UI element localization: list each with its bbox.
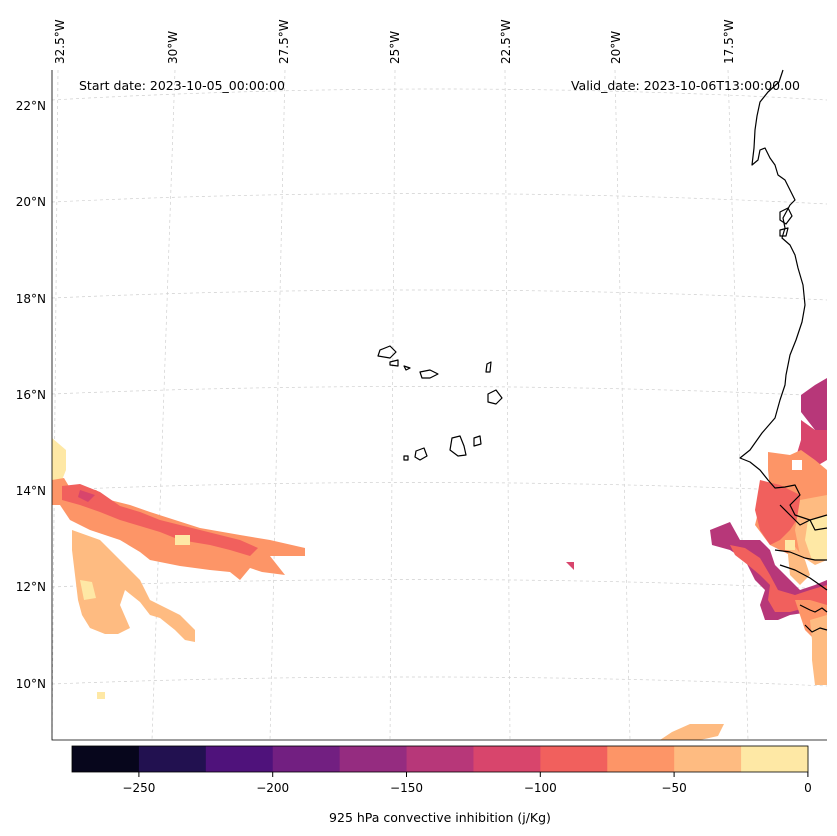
cin-region-light <box>785 540 795 550</box>
colorbar-segment <box>473 746 541 772</box>
lat-label: 12°N <box>16 580 46 594</box>
colorbar-segment <box>205 746 274 772</box>
colorbar-segment <box>272 746 341 772</box>
island-coast <box>389 359 399 367</box>
colorbar-segment <box>339 746 408 772</box>
colorbar-ticks: −250 −200 −150 −100 −50 0 <box>122 772 812 795</box>
start-date-annotation: Start date: 2023-10-05_00:00:00 <box>79 78 285 93</box>
coastline-inland <box>779 564 828 591</box>
island-coast <box>403 365 411 371</box>
colorbar-segment <box>540 746 608 772</box>
island-coast <box>414 447 428 461</box>
lon-gridline <box>504 69 511 741</box>
lon-label: 17.5°W <box>722 19 736 64</box>
colorbar-frame <box>71 745 809 773</box>
coastline-inland <box>804 624 828 633</box>
lon-label: 20°W <box>609 31 623 64</box>
cin-region-light <box>805 515 827 560</box>
cin-field-east <box>660 378 827 740</box>
lat-gridline <box>51 386 828 397</box>
island-coast <box>779 207 793 225</box>
colorbar-label: 925 hPa convective inhibition (j/Kg) <box>329 810 551 825</box>
cin-region-red <box>755 480 800 545</box>
island-coast <box>449 435 467 457</box>
colorbar-segment <box>741 746 809 772</box>
graticule <box>51 69 828 741</box>
cin-region-light <box>52 438 66 490</box>
cin-region-light <box>175 535 190 545</box>
colorbar-segment <box>72 746 140 772</box>
lat-gridline <box>51 289 828 301</box>
colorbar-segment <box>607 746 675 772</box>
lon-label: 32.5°W <box>53 19 67 64</box>
lat-label: 14°N <box>16 484 46 498</box>
lon-gridline <box>51 69 59 741</box>
cin-region-light <box>97 692 105 699</box>
colorbar-tick-label: −200 <box>256 781 289 795</box>
lat-gridline <box>51 88 828 101</box>
lat-gridline <box>51 193 828 205</box>
lat-label: 16°N <box>16 388 46 402</box>
coastline-inland <box>779 504 828 531</box>
cin-region-peach <box>788 540 810 585</box>
cin-region-peach <box>810 615 827 685</box>
island-coast <box>473 435 482 447</box>
lat-label: 18°N <box>16 292 46 306</box>
coastline-inland <box>774 549 827 561</box>
island-coast <box>419 369 439 379</box>
colorbar-segment <box>138 746 207 772</box>
valid-date-annotation: Valid_date: 2023-10-06T13:00:00.00 <box>571 78 800 93</box>
lon-gridline <box>389 69 396 741</box>
lat-label: 20°N <box>16 195 46 209</box>
lat-gridline <box>51 579 828 590</box>
colorbar-tick-label: −100 <box>524 781 557 795</box>
island-coast <box>485 361 492 373</box>
cin-region-crimson <box>566 562 574 570</box>
colorbar-tick-label: 0 <box>804 781 812 795</box>
lat-label: 22°N <box>16 99 46 113</box>
coastlines <box>377 69 828 633</box>
cin-field-west <box>52 438 305 699</box>
lon-label: 27.5°W <box>277 19 291 64</box>
lat-gridline <box>51 676 828 687</box>
colorbar-tick-label: −250 <box>122 781 155 795</box>
lon-gridline <box>727 69 749 741</box>
cin-region-peach <box>660 724 724 740</box>
lon-label: 22.5°W <box>499 19 513 64</box>
colorbar-tick-label: −50 <box>661 781 686 795</box>
cin-region-red <box>730 545 827 612</box>
colorbar-tick-label: −150 <box>390 781 423 795</box>
lon-gridline <box>614 69 631 741</box>
colorbar <box>72 746 809 772</box>
island-coast <box>403 455 409 461</box>
cin-region-light <box>80 580 96 600</box>
colorbar-segment <box>406 746 474 772</box>
island-coast <box>377 345 397 359</box>
lon-gridline <box>151 69 176 741</box>
longitude-labels: 32.5°W 30°W 27.5°W 25°W 22.5°W 20°W 17.5… <box>53 19 736 64</box>
island-coast <box>779 227 789 237</box>
lon-label: 25°W <box>388 31 402 64</box>
africa-coastline <box>739 69 828 521</box>
lon-gridline <box>269 69 286 741</box>
lon-label: 30°W <box>166 31 180 64</box>
coastline-inland <box>799 604 828 613</box>
cin-region-crimson <box>78 490 95 502</box>
latitude-labels: 22°N 20°N 18°N 16°N 14°N 12°N 10°N <box>16 99 46 691</box>
colorbar-segment <box>674 746 742 772</box>
lat-label: 10°N <box>16 677 46 691</box>
cin-region-peach <box>72 530 195 642</box>
cin-region-light <box>792 460 802 470</box>
map-frame <box>51 70 827 741</box>
lat-gridline <box>51 482 828 493</box>
cin-region-red <box>62 484 258 556</box>
cin-region-magenta <box>801 378 827 430</box>
island-coast <box>487 389 503 405</box>
